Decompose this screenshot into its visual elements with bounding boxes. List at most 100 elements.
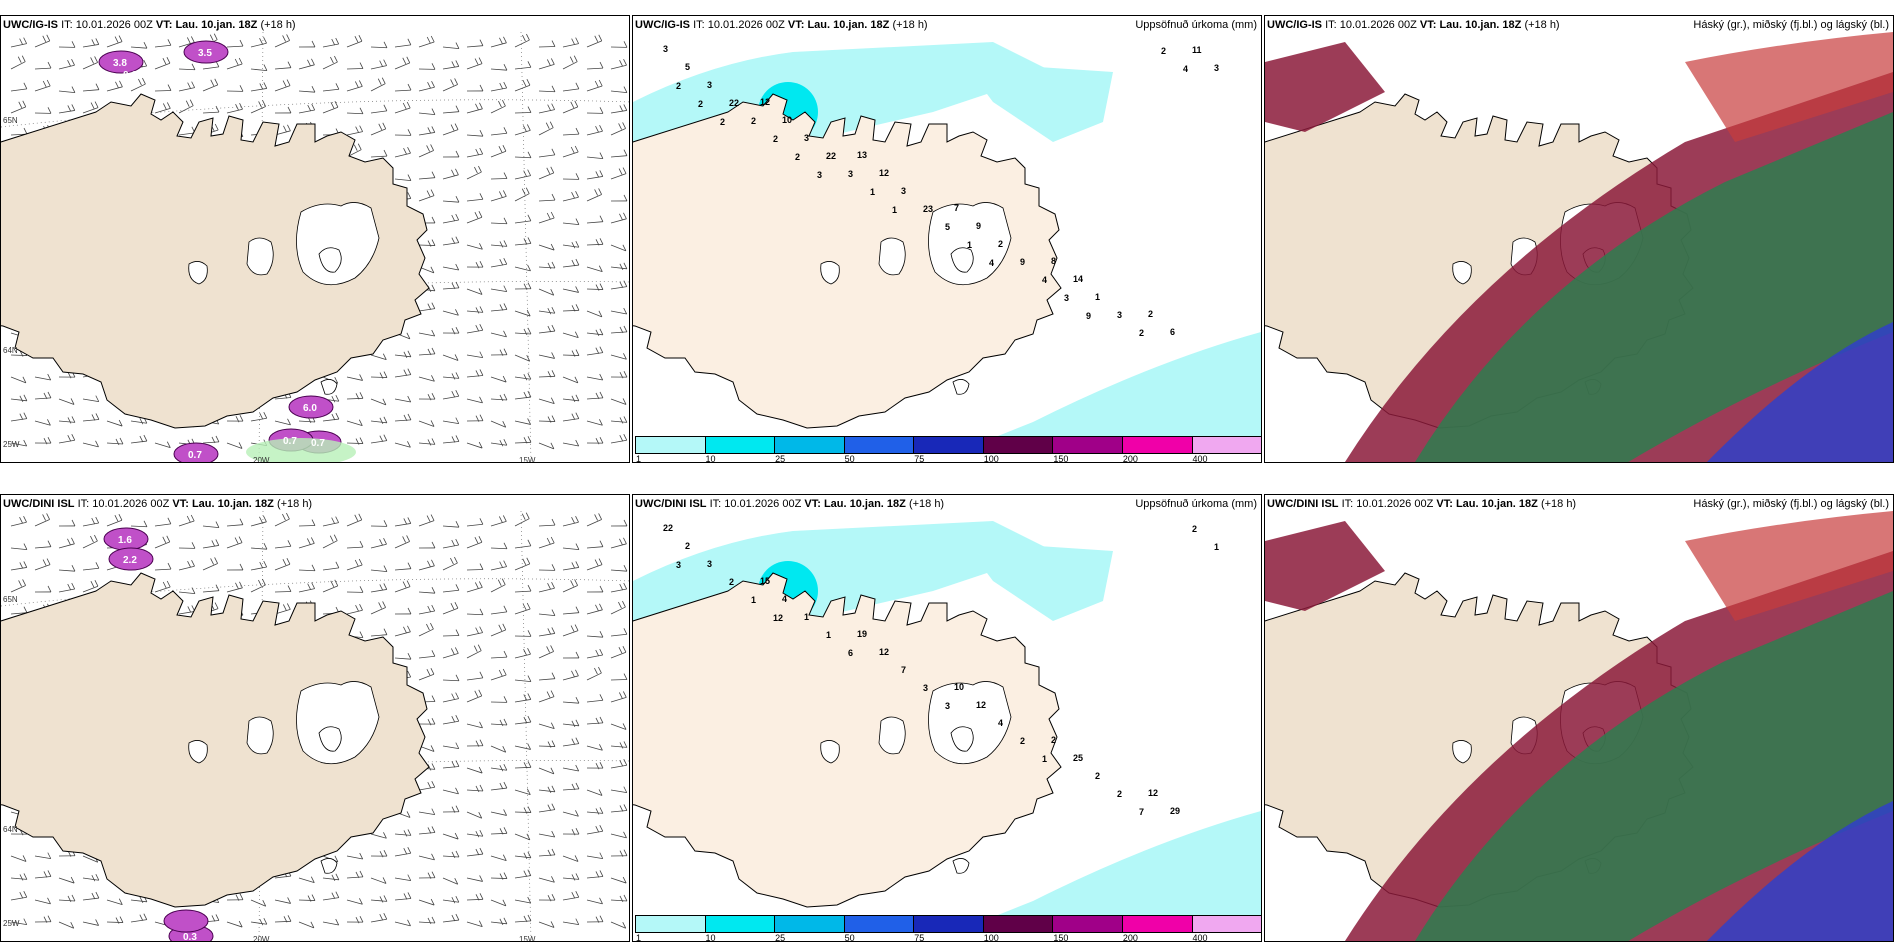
legend-tick: 100: [983, 454, 999, 463]
precip-value: 9: [1020, 257, 1025, 267]
precip-value: 2: [1161, 46, 1166, 56]
glacier: [1452, 261, 1472, 285]
64n-label: 64N: [3, 346, 18, 355]
precip-area: [993, 332, 1261, 438]
panel-header: UWC/DINI ISL IT: 10.01.2026 00Z VT: Lau.…: [3, 498, 312, 510]
precip-value: 1: [870, 187, 875, 197]
cloud-high-area: [1265, 521, 1385, 611]
iceland-landmass: [1, 93, 430, 429]
precip-value: 2: [773, 134, 778, 144]
precip-value: 6: [848, 648, 853, 658]
precip-value: 2: [998, 239, 1003, 249]
glacier: [246, 237, 274, 276]
gust-value: 0.6: [123, 70, 137, 81]
precip-value: 3: [707, 80, 712, 90]
glacier: [820, 261, 840, 285]
vt-label: VT:: [1419, 19, 1437, 31]
valid-time: Lau. 10.jan. 18Z: [1439, 19, 1522, 31]
precip-value: 12: [773, 613, 783, 623]
wind-map-panel-igis: 3.8 3.5 6.0 0.7 0.7 0.7 0.6 25W 20W 15W 65N 64N UWC/…: [0, 15, 630, 463]
cloud-mid-area: [1415, 591, 1893, 941]
precip-value: 23: [923, 204, 933, 214]
glacier: [950, 726, 974, 752]
precip-legend: 1 10 25 50 75 100 150 200 400: [635, 436, 1261, 462]
gust-area: [108, 547, 154, 571]
precip-value: 2: [685, 541, 690, 551]
precip-legend: 1 10 25 50 75 100 150 200 400: [635, 915, 1261, 941]
precip-value: 3: [945, 701, 950, 711]
precip-value: 4: [989, 258, 994, 268]
legend-swatch: [1191, 916, 1261, 932]
legend-swatch: [913, 916, 983, 932]
gust-value: 0.7: [311, 438, 325, 449]
precip-value: 7: [1139, 807, 1144, 817]
precip-value: 14: [1073, 274, 1083, 284]
it-label: IT:: [61, 19, 73, 31]
legend-swatch: [704, 437, 775, 453]
precip-value: 25: [1073, 753, 1083, 763]
init-time: 10.01.2026 00Z: [1356, 498, 1434, 510]
glacier: [928, 681, 1012, 765]
20w-label: 20W: [253, 935, 270, 942]
precip-value: 9: [976, 221, 981, 231]
precip-value: 12: [1148, 788, 1158, 798]
precip-value: 12: [976, 700, 986, 710]
it-label: IT:: [1341, 498, 1354, 510]
cloud-high-area: [1685, 32, 1893, 142]
glacier: [950, 247, 974, 273]
legend-swatch: [704, 916, 775, 932]
gust-value: 3.8: [113, 58, 127, 69]
cloud-map-panel-igis: UWC/IG-IS IT: 10.01.2026 00Z VT: Lau. 10…: [1264, 15, 1894, 463]
legend-swatch: [1052, 437, 1122, 453]
legend-swatch: [774, 437, 844, 453]
precip-value: 3: [923, 683, 928, 693]
legend-tick: 200: [1122, 933, 1138, 942]
precip-value: 1: [804, 612, 809, 622]
precip-value: 2: [720, 117, 725, 127]
legend-swatch: [913, 437, 983, 453]
glacier: [820, 740, 840, 764]
25w-label: 25W: [3, 919, 20, 928]
panel-title: Uppsöfnuð úrkoma (mm): [1135, 498, 1257, 510]
panel-title: Háský (gr.), miðský (fj.bl.) og lágský (…: [1693, 498, 1889, 510]
25w-label: 25W: [3, 440, 20, 449]
gust-area: [246, 438, 356, 462]
precip-value: 7: [954, 203, 959, 213]
lead-time: (+18 h): [1524, 19, 1560, 31]
glacier: [952, 858, 970, 874]
init-time: 10.01.2026 00Z: [92, 498, 170, 510]
precip-value: 5: [685, 62, 690, 72]
precip-value: 2: [676, 81, 681, 91]
precip-value: 7: [901, 665, 906, 675]
gust-area: [183, 40, 229, 64]
glacier: [320, 858, 338, 874]
vt-label: VT:: [172, 498, 189, 510]
it-label: IT:: [693, 19, 705, 31]
glacier: [188, 261, 208, 285]
glacier: [1452, 740, 1472, 764]
precip-value: 2: [1051, 735, 1056, 745]
legend-tick: 10: [705, 454, 716, 463]
cloud-map-panel-dini: UWC/DINI ISL IT: 10.01.2026 00Z VT: Lau.…: [1264, 494, 1894, 942]
init-time: 10.01.2026 00Z: [75, 19, 153, 31]
15w-label: 15W: [519, 456, 536, 463]
glacier: [246, 716, 274, 755]
precip-value: 2: [698, 99, 703, 109]
vt-label: VT:: [1436, 498, 1453, 510]
precip-value: 22: [663, 523, 673, 533]
panel-title: Háský (gr.), miðský (fj.bl.) og lágský (…: [1693, 19, 1889, 31]
precip-area: [963, 62, 1113, 142]
precip-value: 10: [782, 115, 792, 125]
precip-value: 2: [1095, 771, 1100, 781]
cloud-low-area: [1706, 801, 1893, 941]
legend-tick: 150: [1053, 933, 1069, 942]
precip-value: 3: [676, 560, 681, 570]
legend-tick: 1: [636, 933, 642, 942]
legend-tick: 50: [844, 454, 855, 463]
it-label: IT:: [77, 498, 90, 510]
iceland-landmass: [633, 572, 1062, 908]
precip-value: 22: [729, 98, 739, 108]
legend-swatch: [1052, 916, 1122, 932]
wind-map-panel-dini: 1.6 2.2 0.3 25W 20W 15W 65N 64N UWC/DINI ISL IT:…: [0, 494, 630, 942]
legend-tick: 25: [775, 454, 786, 463]
